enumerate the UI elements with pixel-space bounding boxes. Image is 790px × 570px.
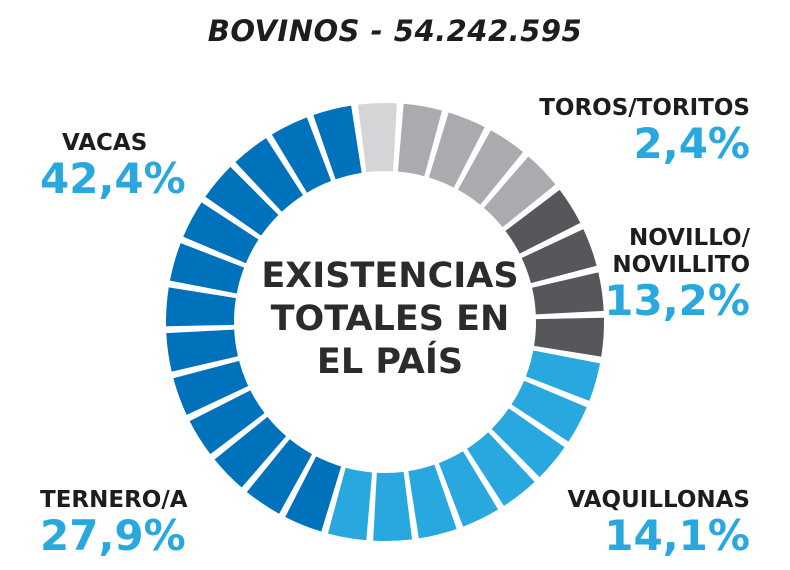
legend-vaquillonas: VAQUILLONAS 14,1%: [568, 487, 750, 558]
donut-segment-vaquillonas-1: [505, 189, 581, 254]
center-label-line-1: EXISTENCIAS: [261, 256, 519, 296]
chart-title: BOVINOS - 54.242.595: [207, 14, 583, 48]
legend-vacas: VACAS 42,4%: [40, 130, 186, 201]
donut-segment-vacas-4: [189, 390, 265, 455]
donut-segment-ternero-a-5: [438, 451, 499, 527]
donut-segment-toros-toritos-1: [357, 103, 397, 173]
legend-vaquillonas-value: 14,1%: [604, 511, 750, 560]
donut-segment-vacas-7: [166, 287, 236, 327]
donut-segment-ternero-a-4: [467, 432, 535, 506]
donut-segment-vacas-13: [313, 105, 362, 180]
legend-novillo: NOVILLO/ NOVILLITO 13,2%: [604, 225, 750, 323]
donut-segment-ternero-a-3: [491, 408, 565, 478]
donut-segment-vacas-5: [173, 360, 249, 415]
legend-ternero: TERNERO/A 27,9%: [40, 487, 188, 558]
donut-segment-vacas-8: [169, 243, 245, 294]
legend-novillo-name-line-1: NOVILLO/: [629, 225, 750, 251]
legend-novillo-value: 13,2%: [604, 276, 750, 325]
donut-segment-ternero-a-1: [525, 350, 601, 401]
donut-segment-vacas-10: [205, 166, 279, 236]
legend-toros-value: 2,4%: [633, 119, 750, 168]
donut-segment-novillo-novillito-1: [397, 103, 443, 177]
legend-toros-name: TOROS/TORITOS: [539, 95, 750, 121]
donut-segment-vacas-2: [246, 439, 313, 514]
donut-segment-vacas-9: [183, 202, 259, 264]
donut-segment-vacas-3: [214, 416, 287, 488]
donut-segment-novillo-novillito-3: [457, 130, 524, 205]
legend-vacas-value: 42,4%: [40, 154, 186, 203]
donut-segment-vacas-6: [166, 329, 238, 372]
donut-segment-vaquillonas-2: [521, 229, 597, 284]
donut-segment-ternero-a-6: [408, 464, 457, 539]
legend-novillo-name-line-2: NOVILLITO: [612, 252, 750, 278]
center-label-line-2: TOTALES EN: [270, 299, 510, 339]
center-label-line-3: EL PAÍS: [316, 342, 464, 382]
legend-ternero-value: 27,9%: [40, 511, 186, 560]
donut-segment-vaquillonas-4: [534, 317, 605, 357]
donut-segment-ternero-a-8: [327, 467, 373, 541]
donut-segment-vaquillonas-3: [532, 272, 604, 315]
legend-toros: TOROS/TORITOS 2,4%: [539, 95, 750, 166]
donut-segment-vacas-11: [235, 138, 303, 212]
donut-segment-ternero-a-2: [511, 380, 587, 442]
donut-segment-vacas-12: [271, 117, 332, 193]
donut-segment-ternero-a-7: [373, 471, 413, 541]
center-label: EXISTENCIAS TOTALES EN EL PAÍS: [255, 255, 525, 384]
legend-vaquillonas-name: VAQUILLONAS: [567, 487, 750, 513]
legend-ternero-name: TERNERO/A: [40, 487, 188, 513]
donut-segment-novillo-novillito-4: [483, 156, 556, 228]
donut-segment-novillo-novillito-2: [428, 112, 485, 188]
legend-vacas-name: VACAS: [62, 130, 148, 156]
donut-segment-vacas-1: [285, 456, 342, 532]
